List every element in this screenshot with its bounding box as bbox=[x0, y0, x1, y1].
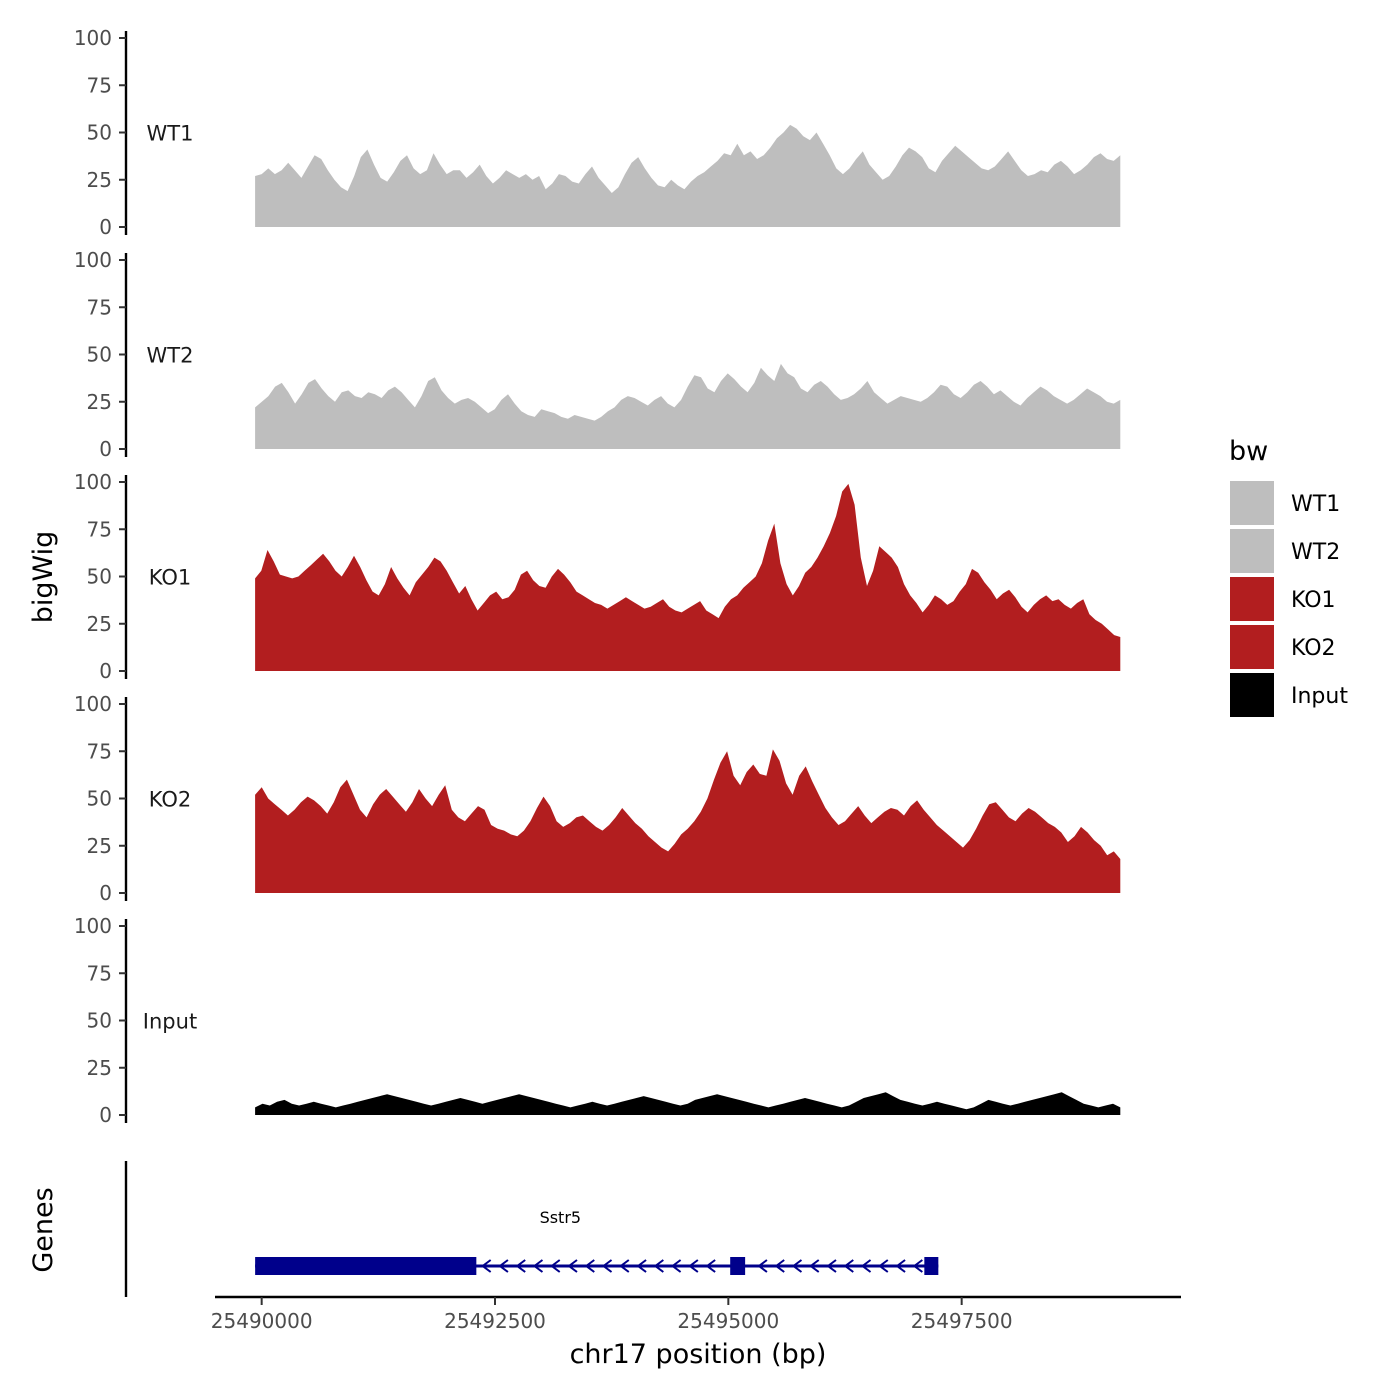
track-ko1: 0 25 50 75 100 KO1 bbox=[74, 470, 1121, 683]
area-input bbox=[255, 1092, 1121, 1115]
track-ko2: 0 25 50 75 100 KO2 bbox=[74, 692, 1121, 905]
y-tick-label: 50 bbox=[87, 121, 112, 145]
y-tick-label: 100 bbox=[74, 914, 112, 938]
y-tick-label: 50 bbox=[87, 787, 112, 811]
legend-swatch-wt1 bbox=[1228, 479, 1276, 527]
y-tick-label: 100 bbox=[74, 248, 112, 272]
y-tick-label: 75 bbox=[87, 295, 112, 319]
y-tick-label: 75 bbox=[87, 73, 112, 97]
y-tick-label: 25 bbox=[87, 1056, 112, 1080]
track-label: WT1 bbox=[147, 122, 194, 146]
gene-strand-arrow bbox=[774, 1259, 785, 1273]
track-label: Input bbox=[143, 1010, 197, 1034]
y-tick-label: 25 bbox=[87, 168, 112, 192]
y-tick-label: 100 bbox=[74, 692, 112, 716]
y-tick-label: 100 bbox=[74, 470, 112, 494]
y-tick-label: 50 bbox=[87, 1009, 112, 1033]
legend-swatch-input bbox=[1228, 671, 1276, 719]
legend-title: bw bbox=[1229, 436, 1268, 467]
x-tick-label: 25490000 bbox=[211, 1309, 313, 1333]
x-tick-label: 25492500 bbox=[444, 1309, 546, 1333]
track-label: KO1 bbox=[149, 566, 192, 590]
gene-strand-arrow bbox=[532, 1259, 544, 1273]
gene-strand-arrow bbox=[498, 1259, 509, 1273]
gene-strand-arrow bbox=[601, 1259, 613, 1273]
area-wt2 bbox=[255, 363, 1121, 449]
gene-strand-arrow bbox=[567, 1259, 578, 1273]
track-label: KO2 bbox=[149, 788, 192, 812]
y-tick-label: 75 bbox=[87, 739, 112, 763]
tracks-group: 0255075100WT10255075100WT20255075100KO10… bbox=[74, 26, 1121, 1127]
gene-strand-arrow bbox=[688, 1259, 699, 1273]
y-tick-label: 0 bbox=[99, 215, 112, 239]
gene-strand-arrow bbox=[705, 1259, 716, 1273]
gene-strand-arrow bbox=[912, 1259, 923, 1273]
gene-strand-arrow bbox=[843, 1259, 854, 1273]
y-tick-label: 50 bbox=[87, 565, 112, 589]
gene-strand-arrow bbox=[481, 1259, 492, 1273]
legend-label-input: Input bbox=[1291, 684, 1348, 709]
gene-strand-arrow bbox=[791, 1259, 803, 1273]
legend-label-wt1: WT1 bbox=[1291, 492, 1340, 517]
x-tick-label: 25495000 bbox=[677, 1309, 779, 1333]
gene-strand-arrow bbox=[619, 1259, 630, 1273]
y-tick-label: 25 bbox=[87, 390, 112, 414]
gene-strand-arrow bbox=[895, 1259, 906, 1273]
legend: bw WT1 WT2 KO1 KO2 Input bbox=[1228, 436, 1348, 719]
area-ko1 bbox=[255, 483, 1121, 671]
gene-strand-arrow bbox=[636, 1259, 647, 1273]
y-tick-label: 100 bbox=[74, 26, 112, 50]
gene-strand-arrow bbox=[826, 1259, 837, 1273]
y-tick-label: 0 bbox=[99, 659, 112, 683]
y-tick-label: 0 bbox=[99, 881, 112, 905]
track-wt1: 0 25 50 75 100 WT1 bbox=[74, 26, 1121, 239]
y-tick-label: 25 bbox=[87, 612, 112, 636]
gene-strand-arrow bbox=[653, 1259, 664, 1273]
track-wt2: 0 25 50 75 100 WT2 bbox=[74, 248, 1121, 461]
area-ko2 bbox=[255, 749, 1121, 893]
gene-strand-arrow bbox=[809, 1259, 820, 1273]
legend-label-ko2: KO2 bbox=[1291, 636, 1336, 661]
gene-strand-arrow bbox=[550, 1259, 561, 1273]
gene-strand-arrow bbox=[757, 1259, 768, 1273]
legend-swatch-wt2 bbox=[1228, 527, 1276, 575]
y-tick-label: 75 bbox=[87, 517, 112, 541]
gene-strand-arrow bbox=[670, 1259, 682, 1273]
y-tick-label: 0 bbox=[99, 1103, 112, 1127]
gene-strand-arrow bbox=[878, 1259, 889, 1273]
y-tick-label: 25 bbox=[87, 834, 112, 858]
gene-exon-1 bbox=[255, 1257, 477, 1275]
area-wt1 bbox=[255, 124, 1121, 227]
y-tick-label: 75 bbox=[87, 961, 112, 985]
legend-swatch-ko1 bbox=[1228, 575, 1276, 623]
gene-exon-3 bbox=[924, 1257, 939, 1275]
x-axis-title: chr17 position (bp) bbox=[570, 1339, 827, 1370]
genes-axis-title: Genes bbox=[28, 1187, 59, 1272]
y-axis-title: bigWig bbox=[28, 531, 59, 624]
x-tick-label: 25497500 bbox=[911, 1309, 1013, 1333]
gene-exon-2 bbox=[730, 1257, 746, 1275]
legend-label-wt2: WT2 bbox=[1291, 540, 1340, 565]
gene-strand-arrow bbox=[515, 1259, 526, 1273]
y-tick-label: 0 bbox=[99, 437, 112, 461]
y-tick-label: 50 bbox=[87, 343, 112, 367]
gene-strand-arrow bbox=[584, 1259, 595, 1273]
legend-label-ko1: KO1 bbox=[1291, 588, 1336, 613]
x-axis: 25490000 25492500 25495000 25497500 bbox=[211, 1295, 1181, 1333]
gene-strand-arrow bbox=[860, 1259, 872, 1273]
track-label: WT2 bbox=[147, 344, 194, 368]
gene-name-label: Sstr5 bbox=[540, 1208, 582, 1227]
genes-panel: Sstr5 bbox=[124, 1161, 939, 1297]
legend-swatch-ko2 bbox=[1228, 623, 1276, 671]
track-input: 0 25 50 75 100 Input bbox=[74, 914, 1121, 1127]
